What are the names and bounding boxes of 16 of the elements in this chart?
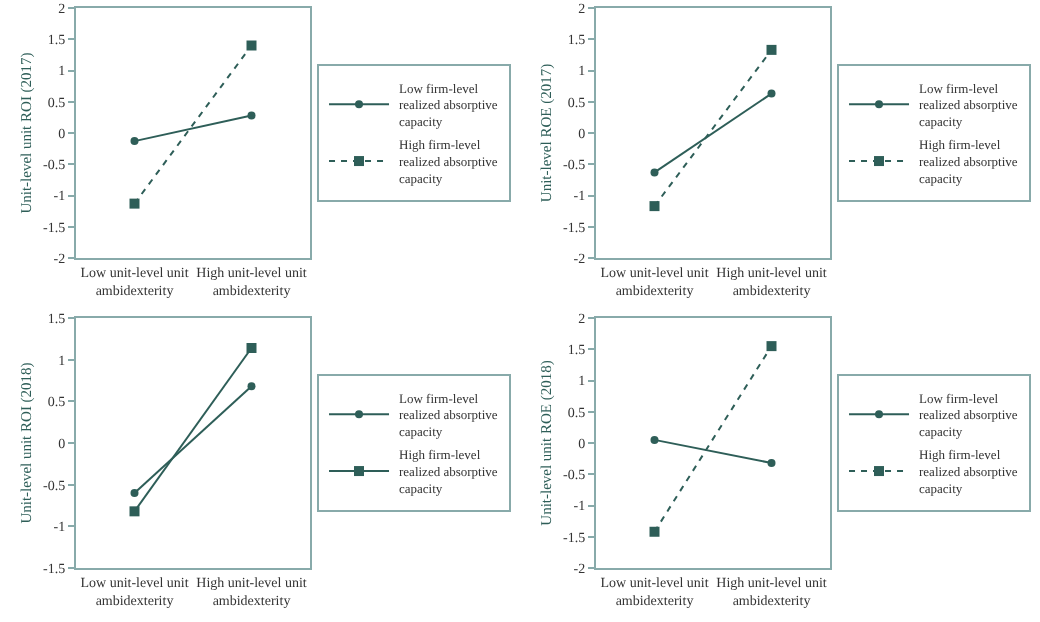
point [650, 168, 659, 177]
point [246, 40, 257, 51]
point [767, 459, 776, 467]
point [649, 526, 660, 537]
point [246, 343, 257, 353]
point [767, 89, 776, 98]
point [130, 137, 139, 146]
point [129, 198, 140, 209]
point [130, 489, 139, 497]
point [649, 201, 660, 212]
point [766, 44, 777, 55]
point [766, 341, 777, 352]
point [247, 382, 256, 391]
point [650, 435, 659, 444]
point [129, 506, 140, 517]
point [247, 111, 256, 120]
